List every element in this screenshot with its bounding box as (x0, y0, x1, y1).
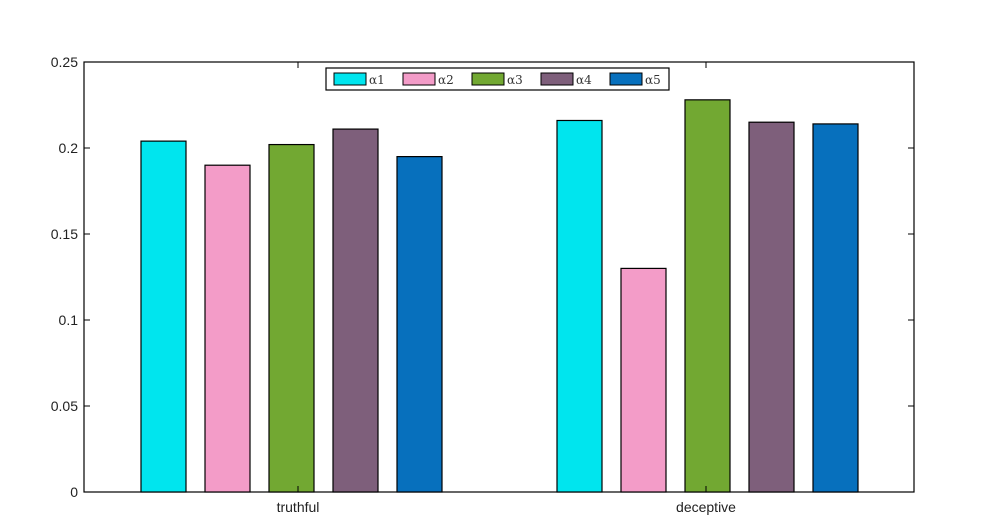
x-category-label: deceptive (676, 499, 736, 515)
x-category-label: truthful (277, 499, 320, 515)
y-tick-label: 0.15 (51, 226, 78, 242)
legend-label: α2 (438, 73, 454, 87)
bar-deceptive-series-1 (556, 119, 603, 493)
bars-group (140, 99, 859, 493)
bar-truthful-series-2 (204, 164, 251, 493)
legend-label: α4 (576, 73, 592, 87)
bar-truthful-series-4 (332, 128, 379, 493)
y-axis: 0 0.05 0.1 0.15 0.2 0.25 (51, 54, 914, 500)
y-tick-label: 0.25 (51, 54, 78, 70)
legend-swatch (471, 72, 505, 86)
legend-swatch (609, 72, 643, 86)
legend-label: α3 (507, 73, 523, 87)
x-axis: truthful deceptive (277, 62, 736, 515)
y-tick-label: 0 (70, 484, 78, 500)
y-tick-label: 0.05 (51, 398, 78, 414)
y-tick-label: 0.1 (59, 312, 79, 328)
legend-label: α5 (645, 73, 661, 87)
bar-truthful-series-3 (268, 143, 315, 493)
bar-deceptive-series-5 (812, 123, 859, 493)
y-tick-label: 0.2 (59, 140, 79, 156)
legend: α1 α2 α3 α4 α5 (325, 67, 670, 91)
legend-label: α1 (369, 73, 385, 87)
bar-truthful-series-1 (140, 140, 187, 493)
bar-truthful-series-5 (396, 156, 443, 493)
legend-swatch (540, 72, 574, 86)
bar-deceptive-series-2 (620, 267, 667, 493)
bar-deceptive-series-4 (748, 121, 795, 493)
legend-swatch (333, 72, 367, 86)
legend-swatch (402, 72, 436, 86)
bar-deceptive-series-3 (684, 99, 731, 493)
